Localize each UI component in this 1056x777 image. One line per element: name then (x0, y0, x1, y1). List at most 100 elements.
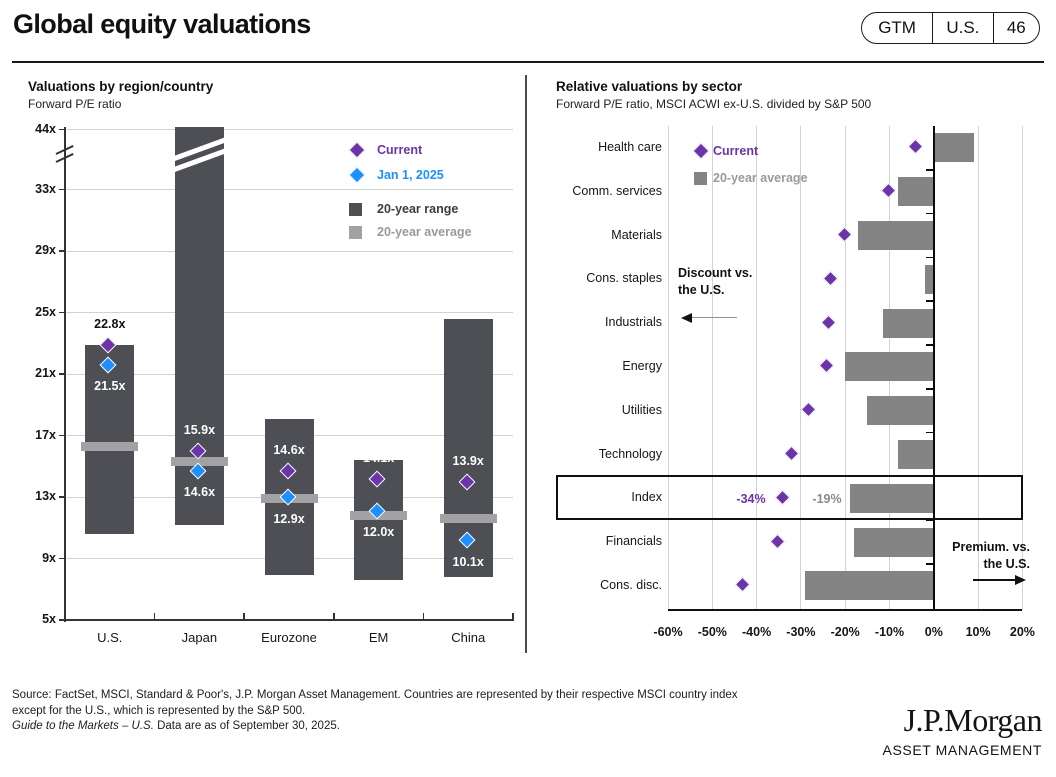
y-axis-line (64, 127, 66, 622)
x-category-label: Japan (181, 630, 218, 645)
category-axis-tick (925, 256, 934, 259)
y-tick-label: 5x (42, 612, 56, 626)
zero-axis-line (932, 126, 935, 610)
sector-label: Industrials (605, 315, 662, 330)
x-tick-label: -20% (830, 625, 860, 639)
premium-annotation-line2: the U.S. (983, 557, 1030, 571)
sector-average-bar (867, 396, 934, 426)
average-band (81, 441, 139, 451)
footer-gtm-line: Guide to the Markets – U.S. Data are as … (12, 719, 892, 735)
sector-average-bar (849, 483, 934, 513)
footer-source-line2: except for the U.S., which is represente… (12, 704, 306, 717)
x-category-label: Eurozone (261, 630, 317, 645)
range-bar (85, 344, 135, 534)
discount-annotation-line1: Discount vs. (678, 266, 753, 280)
x-tick-label: 0% (924, 625, 943, 639)
footer-gtm-italic: Guide to the Markets – U.S. (12, 720, 154, 732)
sector-average-bar (898, 440, 934, 469)
page-title: Global equity valuations (13, 9, 311, 39)
sector-label: Technology (598, 446, 662, 461)
x-gridline (800, 126, 802, 610)
category-axis-tick (925, 563, 934, 565)
y-axis-tick (59, 619, 65, 621)
x-gridline (977, 126, 979, 610)
x-axis-tick (243, 612, 245, 620)
x-tick-label: -40% (742, 625, 772, 639)
sector-average-bar (858, 221, 934, 250)
panel-divider (525, 75, 527, 653)
premium-arrow-shaft (973, 579, 1017, 581)
gtm-badge: GTM U.S. 46 (861, 12, 1040, 44)
footer-source-line1: Source: FactSet, MSCI, Standard & Poor's… (12, 689, 738, 701)
average-band (439, 514, 497, 524)
badge-gtm: GTM (878, 18, 916, 37)
x-tick-label: -30% (786, 625, 816, 639)
discount-annotation-line2: the U.S. (678, 283, 725, 297)
x-gridline (711, 126, 713, 610)
badge-page-number: 46 (992, 13, 1039, 43)
index-current-value-label: -34% (736, 492, 766, 506)
sector-average-bar (933, 133, 974, 163)
category-axis-tick (925, 344, 934, 346)
y-axis-tick (59, 434, 65, 437)
sector-average-bar (898, 177, 934, 207)
value-label-current: 14.1x (362, 451, 395, 466)
left-chart-subtitle: Forward P/E ratio (28, 97, 122, 111)
y-gridline (65, 129, 513, 130)
y-axis-tick (59, 250, 65, 252)
sector-current-diamond (734, 577, 751, 593)
x-axis-tick (153, 612, 156, 620)
sector-average-bar (924, 264, 934, 294)
right-chart-subtitle: Forward P/E ratio, MSCI ACWI ex-U.S. div… (556, 97, 872, 111)
x-axis-line (64, 619, 514, 621)
left-chart-title: Valuations by region/country (28, 79, 214, 94)
x-axis-tick (64, 612, 66, 620)
jpmorgan-logo-subtext: ASSET MANAGEMENT (882, 742, 1042, 758)
value-label-jan1: 14.6x (183, 485, 216, 500)
index-average-value-label: -19% (812, 492, 842, 506)
y-tick-label: 29x (35, 243, 56, 257)
y-axis-tick (59, 128, 65, 131)
x-gridline (756, 126, 758, 610)
sector-average-bar (845, 352, 934, 382)
header-rule (12, 61, 1044, 63)
sector-average-bar (882, 308, 934, 338)
category-axis-tick (925, 169, 934, 171)
x-axis-tick (422, 612, 425, 620)
y-axis-tick (59, 557, 65, 560)
value-label-jan1: 12.0x (362, 525, 395, 540)
x-tick-label: -50% (697, 625, 727, 639)
sector-label: Utilities (621, 402, 662, 417)
legend-current-label: Current (377, 143, 423, 157)
sector-label: Financials (605, 534, 662, 549)
legend-jan1-label: Jan 1, 2025 (377, 168, 444, 182)
category-axis-tick (925, 519, 934, 521)
y-tick-label: 9x (42, 550, 56, 565)
value-label-current: 13.9x (452, 454, 484, 469)
category-axis-tick (925, 212, 934, 215)
category-axis-tick (925, 300, 934, 302)
y-tick-label: 13x (35, 489, 56, 503)
x-gridline (667, 126, 669, 610)
sector-current-diamond (800, 401, 817, 418)
y-axis-tick (59, 496, 65, 498)
x-tick-label: -60% (653, 625, 683, 639)
sector-current-diamond (907, 139, 923, 155)
category-axis-tick (925, 431, 934, 434)
sector-current-diamond (836, 226, 852, 243)
sector-average-bar (854, 527, 934, 557)
average-band (170, 457, 228, 467)
x-axis-tick (512, 612, 514, 620)
legend-range-label: 20-year range (377, 202, 459, 216)
x-category-label: U.S. (97, 630, 123, 645)
sector-current-diamond (783, 445, 799, 462)
sector-label: Cons. disc. (600, 577, 662, 592)
sector-legend-current-label: Current (713, 143, 759, 158)
y-gridline (65, 312, 513, 313)
index-highlight-box (556, 475, 1023, 520)
premium-annotation-line1: Premium. vs. (952, 540, 1030, 554)
y-axis-tick (59, 311, 65, 314)
discount-arrow-shaft (691, 317, 737, 319)
